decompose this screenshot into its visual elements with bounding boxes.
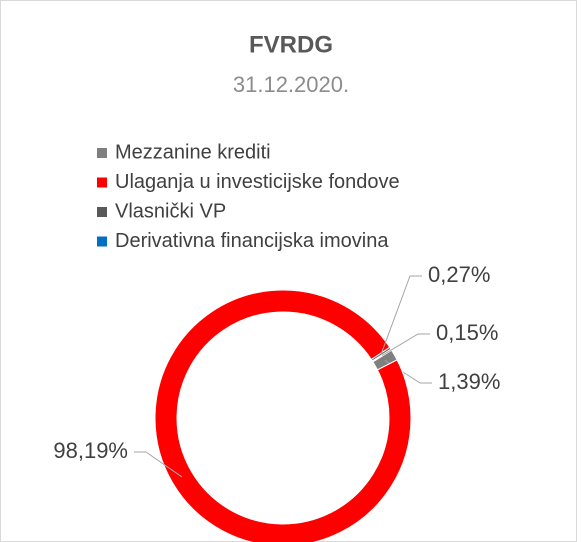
- chart-subtitle: 31.12.2020.: [233, 72, 349, 97]
- leader-line: [380, 275, 422, 355]
- data-label: 1,39%: [438, 369, 500, 394]
- leader-line: [381, 333, 430, 356]
- chart-title: FVRDG: [249, 31, 333, 58]
- legend-swatch: [97, 207, 107, 217]
- donut-slice: [154, 289, 412, 542]
- leader-line: [134, 451, 183, 478]
- legend-swatch: [97, 177, 107, 188]
- legend-label: Ulaganja u investicijske fondove: [115, 171, 400, 193]
- legend-label: Vlasnički VP: [115, 200, 226, 222]
- legend-label: Mezzanine krediti: [115, 141, 271, 163]
- legend-label: Derivativna financijska imovina: [115, 230, 389, 252]
- data-label: 0,27%: [428, 262, 490, 287]
- data-label: 0,15%: [436, 320, 498, 345]
- data-label: 98,19%: [53, 438, 128, 463]
- legend-swatch: [97, 236, 107, 247]
- legend-swatch: [97, 148, 107, 158]
